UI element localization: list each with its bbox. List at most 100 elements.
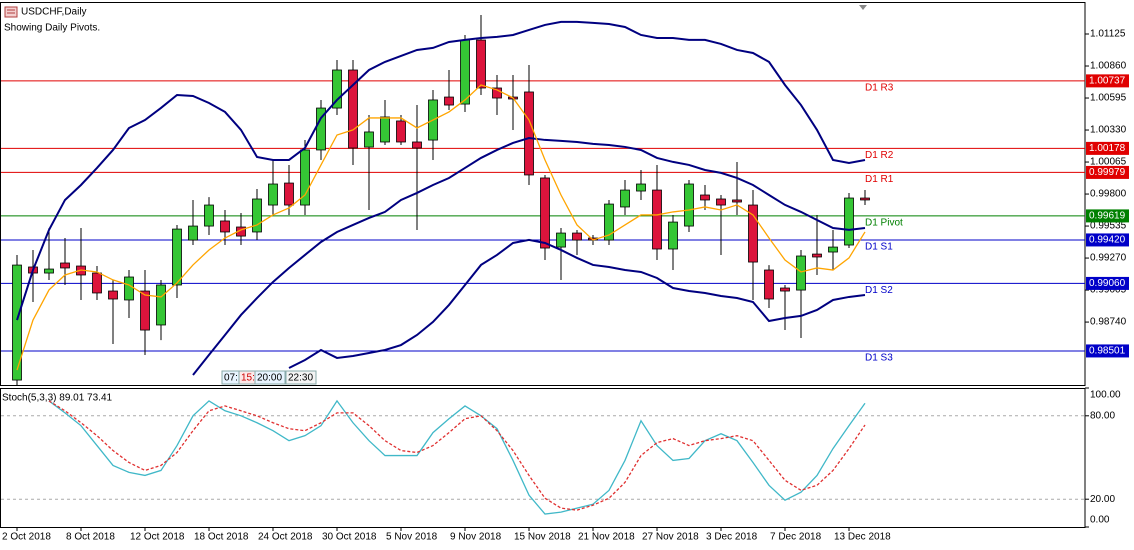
candle-body <box>812 253 822 258</box>
pivot-price-label: 0.99420 <box>1089 235 1126 246</box>
x-tick-label: 3 Dec 2018 <box>706 532 758 543</box>
candle-body <box>284 182 294 206</box>
candle-body <box>620 189 630 208</box>
session-label: 22:30 <box>288 373 313 384</box>
candle-body <box>108 290 118 300</box>
pivot-price-label: 0.99619 <box>1089 211 1126 222</box>
candle-body <box>748 204 758 263</box>
pivot-price-label: 1.00178 <box>1089 143 1126 154</box>
pivot-price-box <box>1086 141 1129 155</box>
y-tick-label: 1.00330 <box>1090 125 1127 136</box>
scroll-marker[interactable] <box>859 5 867 10</box>
pivot-name: D1 S1 <box>865 242 893 253</box>
candle-body <box>684 183 694 227</box>
candle-body <box>172 228 182 286</box>
candle-body <box>60 262 70 269</box>
pivot-name: D1 R3 <box>865 83 894 94</box>
pivot-price-box <box>1086 209 1129 223</box>
symbol-icon <box>4 6 18 18</box>
y-tick-label: 0.99535 <box>1090 221 1127 232</box>
session-label: 15: <box>241 373 255 384</box>
pivot-name: D1 S2 <box>865 285 893 296</box>
pivot-price-label: 0.99979 <box>1089 167 1126 178</box>
series-line <box>288 238 866 369</box>
series-line <box>16 20 866 321</box>
candle-body <box>364 131 374 148</box>
candle-body <box>524 91 534 176</box>
candle-body <box>156 284 166 326</box>
candle-body <box>412 141 422 149</box>
candle-body <box>844 197 854 246</box>
chart-title: USDCHF,Daily <box>21 7 87 18</box>
session-labels: 07: 15: 20:00 22:30 <box>221 370 317 385</box>
candle-body <box>396 120 406 143</box>
y-tick-label: 0.00 <box>1090 515 1110 526</box>
pivot-name: D1 R1 <box>865 174 894 185</box>
x-tick-label: 9 Nov 2018 <box>450 532 502 543</box>
x-tick-label: 13 Dec 2018 <box>834 532 891 543</box>
candle-body <box>476 39 486 89</box>
candle-body <box>204 204 214 227</box>
x-tick-label: 2 Oct 2018 <box>2 532 51 543</box>
candle-body <box>124 276 134 301</box>
candle-body <box>668 221 678 250</box>
y-tick-label: 20.00 <box>1090 494 1115 505</box>
y-tick-label: 0.99270 <box>1090 253 1127 264</box>
y-tick-label: 0.98740 <box>1090 317 1127 328</box>
x-tick-label: 24 Oct 2018 <box>258 532 313 543</box>
pivot-price-box <box>1086 165 1129 179</box>
candle-body <box>540 177 550 249</box>
y-tick-label: 0.99800 <box>1090 189 1127 200</box>
candle-body <box>732 199 742 203</box>
session-label: 07: <box>224 373 238 384</box>
x-tick-label: 21 Nov 2018 <box>578 532 635 543</box>
x-tick-label: 27 Nov 2018 <box>642 532 699 543</box>
candle-body <box>252 198 262 233</box>
y-tick-label: 0.99005 <box>1090 285 1127 296</box>
candle-body <box>572 232 582 241</box>
session-label: 20:00 <box>257 373 282 384</box>
candle-body <box>188 225 198 241</box>
x-tick-label: 12 Oct 2018 <box>130 532 185 543</box>
y-tick-label: 1.01125 <box>1090 29 1126 40</box>
series-line <box>48 399 866 515</box>
candle-body <box>220 220 230 233</box>
candle-body <box>300 149 310 206</box>
x-tick-label: 18 Oct 2018 <box>194 532 249 543</box>
stoch-frame <box>0 388 1086 528</box>
candle-body <box>780 287 790 292</box>
series-line <box>16 84 866 371</box>
pivot-price-label: 1.00737 <box>1089 76 1126 87</box>
stoch-title: Stoch(5,3,3) 89.01 73.41 <box>2 393 113 404</box>
candle-body <box>860 197 870 201</box>
candle-body <box>444 96 454 106</box>
pivot-price-box <box>1086 276 1129 290</box>
candle-body <box>268 183 278 206</box>
candle-body <box>636 183 646 192</box>
pivot-price-label: 0.99060 <box>1089 278 1126 289</box>
x-tick-label: 7 Dec 2018 <box>770 532 822 543</box>
pivot-price-box <box>1086 344 1129 358</box>
plot-area <box>48 399 866 515</box>
candle-body <box>652 189 662 250</box>
pivot-name: D1 S3 <box>865 353 893 364</box>
chart-subtitle: Showing Daily Pivots. <box>4 23 100 34</box>
series-line <box>192 136 866 376</box>
candle-body <box>700 194 710 201</box>
candle-body <box>92 272 102 294</box>
candle-body <box>460 39 470 105</box>
x-tick-label: 30 Oct 2018 <box>322 532 377 543</box>
candle-body <box>332 69 342 109</box>
candle-body <box>604 203 614 241</box>
y-tick-label: 1.00595 <box>1090 93 1127 104</box>
y-tick-label: 80.00 <box>1090 410 1115 421</box>
plot-area <box>12 15 870 385</box>
candle-body <box>44 268 54 274</box>
y-tick-label: 1.00065 <box>1090 157 1127 168</box>
candle-body <box>716 198 726 206</box>
candle-body <box>492 87 502 99</box>
candle-body <box>764 269 774 300</box>
pivot-name: D1 Pivot <box>865 218 903 229</box>
